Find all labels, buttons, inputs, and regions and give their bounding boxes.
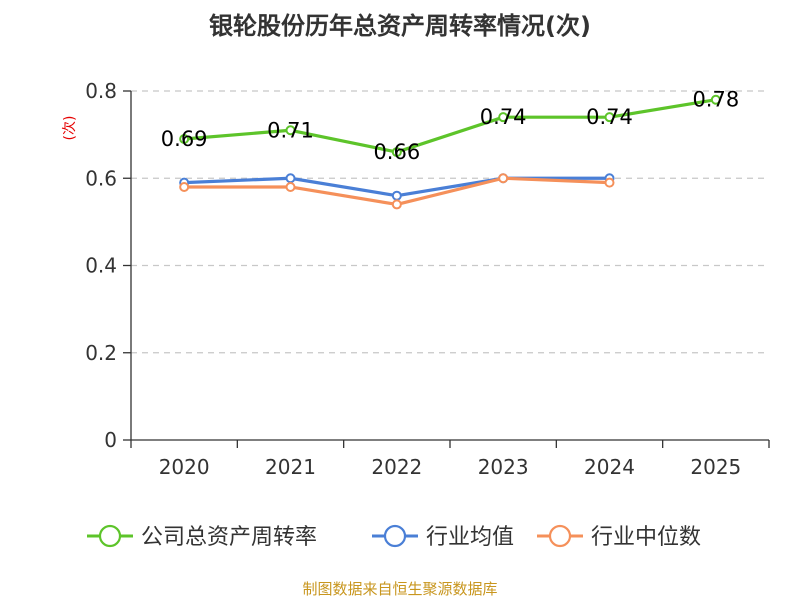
x-tick-label: 2024 bbox=[584, 455, 635, 479]
y-tick-label: 0.2 bbox=[85, 341, 117, 365]
y-tick-labels: 0 0.2 0.4 0.6 0.8 bbox=[85, 79, 117, 452]
data-labels: 0.69 0.71 0.66 0.74 0.74 0.78 bbox=[161, 88, 739, 164]
legend-label: 公司总资产周转率 bbox=[141, 525, 317, 550]
data-point bbox=[604, 112, 615, 123]
x-tick-label: 2020 bbox=[159, 455, 210, 479]
y-tick-label: 0.8 bbox=[85, 79, 117, 103]
data-point bbox=[391, 190, 402, 201]
x-tick-label: 2022 bbox=[371, 455, 422, 479]
legend-label: 行业均值 bbox=[426, 525, 514, 550]
source-note: 制图数据来自恒生聚源数据库 bbox=[302, 580, 497, 598]
legend-label: 行业中位数 bbox=[591, 525, 701, 550]
series-line-0 bbox=[184, 98, 717, 154]
legend: 公司总资产周转率 行业均值 行业中位数 bbox=[87, 524, 701, 550]
data-label: 0.71 bbox=[267, 118, 314, 142]
legend-marker bbox=[383, 524, 407, 548]
data-label: 0.69 bbox=[161, 127, 208, 151]
data-point bbox=[179, 181, 190, 192]
axes bbox=[123, 90, 770, 448]
x-tick-labels: 2020 2021 2022 2023 2024 2025 bbox=[159, 455, 742, 479]
data-label: 0.78 bbox=[692, 88, 739, 112]
data-point bbox=[391, 147, 402, 158]
data-point bbox=[391, 199, 402, 210]
data-point bbox=[285, 181, 296, 192]
legend-marker bbox=[98, 524, 122, 548]
legend-item[interactable]: 行业均值 bbox=[372, 524, 514, 550]
data-point bbox=[285, 173, 296, 184]
data-label: 0.74 bbox=[586, 105, 633, 129]
x-tick-label: 2021 bbox=[265, 455, 316, 479]
data-point bbox=[498, 112, 509, 123]
legend-item[interactable]: 公司总资产周转率 bbox=[87, 524, 317, 550]
data-label: 0.74 bbox=[480, 105, 527, 129]
data-point bbox=[179, 133, 190, 144]
x-tick-label: 2025 bbox=[690, 455, 741, 479]
data-point bbox=[498, 173, 509, 184]
legend-item[interactable]: 行业中位数 bbox=[537, 524, 701, 550]
legend-marker bbox=[548, 524, 572, 548]
series-group bbox=[179, 94, 721, 210]
y-tick-label: 0 bbox=[104, 428, 117, 452]
chart-title: 银轮股份历年总资产周转率情况(次) bbox=[209, 12, 591, 40]
data-point bbox=[604, 177, 615, 188]
x-tick-label: 2023 bbox=[478, 455, 529, 479]
y-tick-label: 0.6 bbox=[85, 166, 117, 190]
grid-lines bbox=[131, 90, 769, 354]
data-point bbox=[710, 94, 721, 105]
data-point bbox=[285, 125, 296, 136]
data-label: 0.66 bbox=[373, 140, 420, 164]
y-tick-label: 0.4 bbox=[85, 254, 117, 278]
y-axis-label: (次) bbox=[62, 116, 78, 141]
